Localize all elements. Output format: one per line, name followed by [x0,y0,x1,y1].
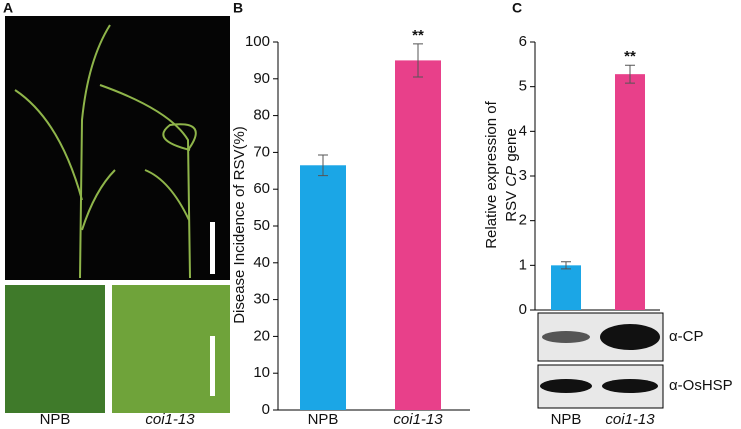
y-tick-label: 20 [253,327,270,344]
y-tick-label: 60 [253,180,270,197]
y-tick-label: 50 [253,217,270,234]
y-axis-label: Relative expression of [483,100,500,248]
panel-label: B [233,0,243,16]
significance-label: ** [624,48,636,65]
y-tick-label: 80 [253,107,270,124]
panel-label: C [512,0,522,16]
photo-label: NPB [40,411,71,428]
significance-label: ** [412,27,424,44]
plant-drawing [14,24,197,279]
bar [395,60,441,411]
band-label: α-CP [669,328,704,345]
bar [551,265,581,310]
bar [615,74,645,310]
y-tick-label: 0 [262,401,270,418]
band-label: α-OsHSP [669,377,733,394]
blot-band [602,379,658,393]
x-tick-label: coi1-13 [393,411,443,428]
y-tick-label: 100 [245,33,270,50]
blot-band [542,331,590,343]
y-tick-label: 90 [253,70,270,87]
y-tick-label: 6 [519,33,527,50]
y-tick-label: 3 [519,167,527,184]
y-axis-label: Disease Incidence of RSV(%) [231,126,248,324]
x-tick-label: NPB [308,411,339,428]
x-tick-label: coi1-13 [605,411,655,428]
x-tick-label: NPB [551,411,582,428]
panel-label: A [3,0,13,16]
blot-band [600,324,660,350]
blot-band [540,379,592,393]
bar [300,165,346,410]
error-bar [561,261,571,270]
error-bar [318,154,328,177]
y-tick-label: 2 [519,212,527,229]
y-tick-label: 70 [253,143,270,160]
y-tick-label: 4 [519,122,527,139]
error-bar [625,64,635,84]
scale-bar [210,222,215,274]
error-bar [413,43,423,78]
scale-bar [210,336,215,396]
y-tick-label: 0 [519,301,527,318]
leaf-photo [5,285,105,413]
y-axis-label: RSV CP gene [503,128,520,221]
y-tick-label: 5 [519,78,527,95]
y-tick-label: 10 [253,364,270,381]
y-tick-label: 40 [253,254,270,271]
plant-photo [5,16,230,280]
y-tick-label: 1 [519,256,527,273]
y-tick-label: 30 [253,291,270,308]
photo-label: coi1-13 [145,411,195,428]
